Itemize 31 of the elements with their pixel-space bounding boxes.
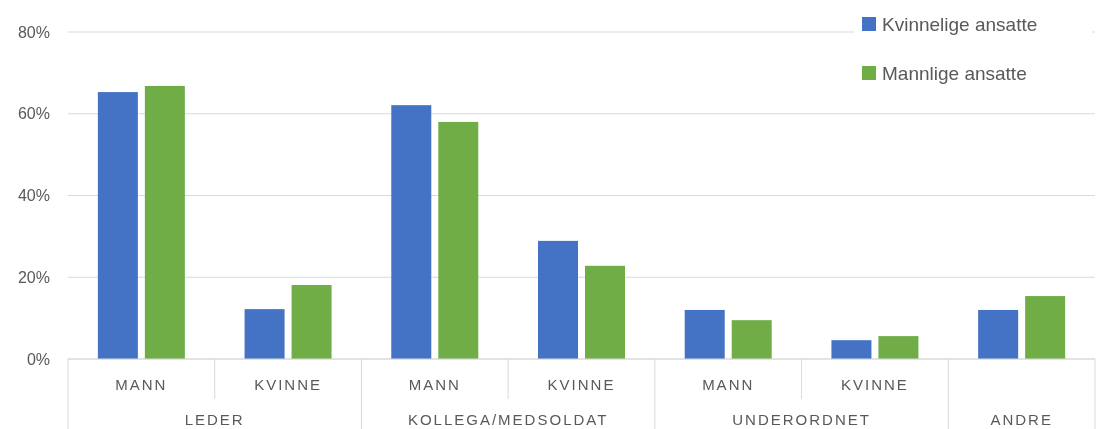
text: KOLLEGA/MEDSOLDAT: [407, 411, 609, 428]
bar: [244, 309, 285, 359]
bar: [291, 285, 332, 359]
y-tick-label: 60%: [17, 105, 50, 123]
bar: [684, 309, 725, 359]
x-tick-label: MANN: [408, 376, 461, 393]
legend-label: Kvinnelige ansatte: [882, 13, 1038, 35]
x-tick-label: KVINNE: [841, 376, 909, 393]
bar: [585, 265, 625, 359]
bar: [831, 340, 872, 359]
x-tick-label: KVINNE: [254, 376, 322, 393]
bar: [538, 240, 578, 359]
bar: [731, 320, 772, 359]
text: UNDERORDNET: [732, 411, 871, 428]
bar: [1025, 296, 1066, 359]
bar: [391, 105, 432, 359]
x-tick-label: MANN: [115, 376, 168, 393]
bar: [438, 121, 479, 359]
bar: [97, 92, 138, 359]
text: ANDRE: [990, 411, 1053, 428]
x-tick-label: KVINNE: [547, 376, 616, 393]
y-tick-label: 20%: [17, 268, 50, 286]
bar: [144, 85, 185, 359]
x-tick-label: MANN: [702, 376, 755, 393]
y-tick-label: 40%: [17, 187, 50, 205]
bar: [878, 336, 919, 359]
y-tick-label: 0%: [26, 350, 50, 368]
legend-label: Mannlige ansatte: [882, 62, 1027, 84]
bar: [978, 309, 1019, 359]
text: LEDER: [184, 411, 245, 428]
y-tick-label: 80%: [17, 23, 50, 41]
